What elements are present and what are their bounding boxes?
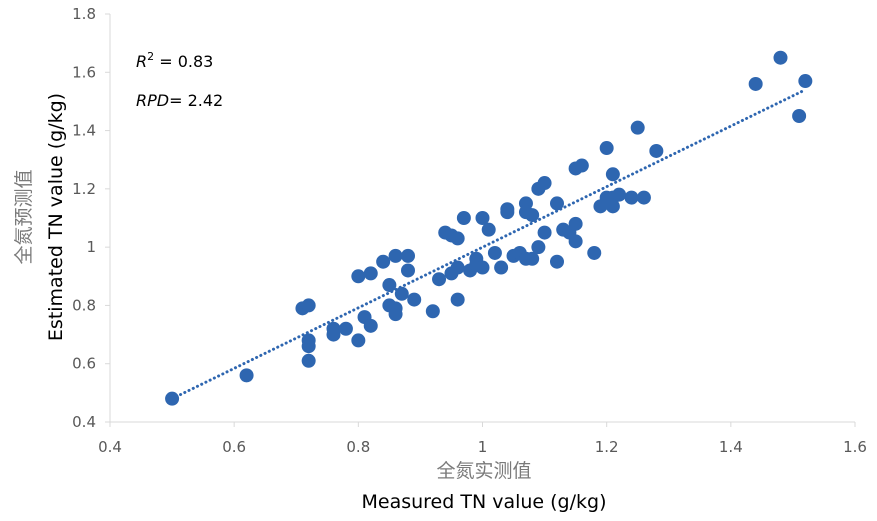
tick-labels: 0.4 0.6 0.8 1 1.2 1.4 1.6 0.4 0.6 0.8 1 1.2 1.4 1.6 1.… [72,5,867,456]
data-point [382,278,397,293]
data-point [798,74,813,89]
data-point [388,248,403,263]
y-tick-label: 1.4 [72,122,96,140]
data-point [574,158,589,173]
data-point [456,211,471,225]
data-point [301,353,316,368]
x-tick-label: 1.6 [843,438,867,456]
data-point [773,50,788,65]
data-point [239,368,254,383]
data-point [568,216,583,231]
data-point [363,266,378,281]
x-axis-label: Measured TN value (g/kg) [362,491,607,513]
data-point [301,298,316,313]
data-point [351,269,366,284]
y-tick-label: 1.2 [72,180,96,198]
data-point [630,120,645,135]
data-point [537,176,552,191]
data-point [425,304,440,319]
y-tick-label: 1.6 [72,63,96,81]
data-point [481,222,496,237]
axes [105,13,856,427]
data-point [649,143,664,158]
data-point [475,211,490,225]
trendline-group [170,88,807,401]
data-point [494,260,509,275]
y-axis-label-cn: 全氮预测值 [13,169,35,264]
data-point [487,245,502,260]
y-tick-label: 0.8 [72,296,96,314]
data-point [165,391,180,406]
data-point [388,307,403,322]
data-point [394,286,409,301]
data-point [550,196,564,211]
x-axis-label-cn: 全氮实测值 [436,460,531,482]
data-point [525,251,540,266]
x-tick-label: 1.4 [719,438,743,456]
stat-r2: R2 = 0.83 [136,50,213,71]
x-tick-label: 1 [478,438,488,456]
data-point [376,254,391,269]
data-point [568,234,583,249]
data-point [748,76,763,91]
y-tick-label: 0.6 [72,355,96,373]
data-point [612,187,627,202]
data-point [792,109,807,123]
data-point [450,292,465,307]
y-tick-label: 1.8 [72,5,96,23]
stat-rpd: RPD= 2.42 [136,91,223,110]
data-point [605,167,620,182]
y-tick-label: 1 [86,238,96,256]
data-point [450,260,465,275]
data-points [165,50,813,406]
data-point [432,272,447,287]
data-point [363,318,378,333]
y-tick-label: 0.4 [72,413,96,431]
data-point [401,263,415,278]
data-point [550,254,564,269]
trendline [170,88,807,401]
data-point [450,231,465,246]
x-tick-label: 0.4 [98,438,122,456]
data-point [537,225,552,240]
data-point [605,199,620,214]
data-point [599,141,614,156]
data-point [531,240,546,255]
data-point [500,205,515,220]
data-point [401,248,415,263]
data-point [525,208,540,223]
x-tick-label: 1.2 [595,438,619,456]
data-point [338,321,353,336]
data-point [624,190,639,205]
data-point [587,245,602,260]
data-point [636,190,651,205]
y-axis-label: Estimated TN value (g/kg) [45,93,67,341]
x-tick-label: 0.6 [222,438,246,456]
data-point [351,333,366,348]
data-point [326,327,341,342]
data-point [301,339,316,354]
data-point [407,292,422,307]
x-tick-label: 0.8 [346,438,370,456]
data-point [475,260,490,275]
